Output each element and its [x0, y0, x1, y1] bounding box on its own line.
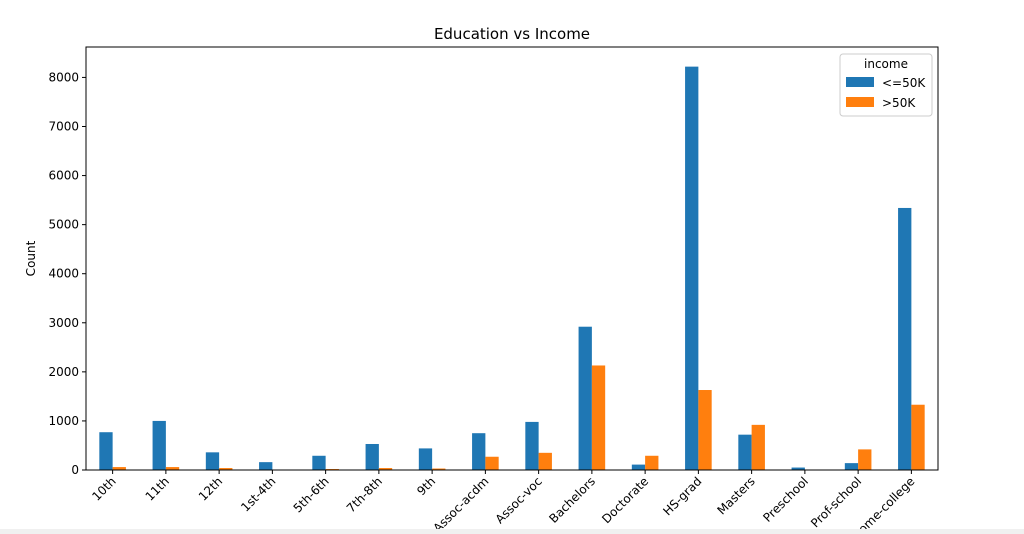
- bar-le50k-13: [791, 467, 805, 470]
- bar-gt50k-8: [538, 452, 552, 470]
- bar-le50k-12: [738, 434, 752, 470]
- y-tick-label-7: 7000: [48, 119, 79, 133]
- x-tick-label-8: Assoc-voc: [493, 474, 545, 526]
- bar-le50k-5: [365, 443, 379, 470]
- y-tick-label-5: 5000: [48, 218, 79, 232]
- bar-gt50k-7: [485, 456, 499, 470]
- bar-gt50k-6: [432, 468, 446, 470]
- bar-gt50k-1: [165, 467, 180, 470]
- bar-le50k-14: [844, 463, 859, 470]
- y-tick-label-3: 3000: [48, 316, 79, 330]
- x-tick-label-9: Bachelors: [546, 474, 598, 526]
- chart-title: Education vs Income: [434, 25, 590, 43]
- x-tick-label-5: 7th-8th: [344, 474, 385, 515]
- bar-le50k-6: [418, 448, 433, 470]
- bar-le50k-0: [99, 432, 113, 470]
- x-tick-label-0: 10th: [89, 474, 118, 503]
- x-tick-label-11: HS-grad: [660, 474, 704, 518]
- bar-le50k-3: [259, 462, 273, 470]
- x-tick-label-1: 11th: [143, 474, 172, 503]
- bar-gt50k-12: [751, 424, 765, 470]
- y-tick-label-6: 6000: [48, 169, 79, 183]
- legend-swatch-series-1: [846, 97, 874, 107]
- bar-le50k-2: [205, 452, 220, 470]
- x-tick-label-6: 9th: [414, 474, 438, 498]
- bar-le50k-9: [578, 326, 592, 470]
- bar-le50k-11: [685, 66, 699, 470]
- bar-gt50k-10: [645, 455, 659, 470]
- y-tick-label-1: 1000: [48, 414, 79, 428]
- y-tick-label-4: 4000: [48, 267, 79, 281]
- bottom-strip: [0, 529, 1024, 534]
- plot-area: 0 1000 2000 3000 4000 5000 6000 7000 8000 10th 11t…: [48, 46, 939, 534]
- bar-le50k-15: [898, 207, 912, 470]
- bar-le50k-8: [525, 421, 539, 470]
- bar-gt50k-9: [591, 365, 606, 470]
- x-tick-label-4: 5th-6th: [291, 474, 332, 515]
- x-tick-label-13: Preschool: [760, 474, 811, 525]
- x-tick-label-14: Prof-school: [808, 474, 864, 530]
- x-tick-label-7: Assoc-acdm: [431, 474, 492, 534]
- bar-gt50k-2: [219, 468, 233, 470]
- bar-le50k-1: [152, 420, 166, 470]
- bar-le50k-4: [312, 455, 326, 470]
- x-tick-label-10: Doctorate: [599, 474, 651, 526]
- x-tick-label-12: Masters: [714, 474, 757, 517]
- legend-swatch-series-0: [846, 77, 874, 87]
- x-tick-label-3: 1st-4th: [238, 474, 278, 514]
- plot-frame: [85, 46, 939, 471]
- x-tick-label-2: 12th: [196, 474, 225, 503]
- y-tick-label-2: 2000: [48, 365, 79, 379]
- bar-gt50k-15: [911, 404, 925, 470]
- y-tick-label-8: 8000: [48, 70, 79, 84]
- legend-label-series-1: >50K: [882, 96, 916, 110]
- y-axis-label: Count: [24, 240, 38, 276]
- bar-gt50k-14: [858, 449, 872, 470]
- legend-label-series-0: <=50K: [882, 76, 926, 90]
- bar-gt50k-5: [378, 468, 393, 470]
- legend: income <=50K >50K: [839, 53, 933, 117]
- legend-title: income: [864, 57, 908, 71]
- bar-gt50k-11: [698, 390, 712, 470]
- y-tick-label-0: 0: [71, 463, 79, 477]
- bar-le50k-10: [631, 464, 646, 470]
- bar-gt50k-0: [112, 467, 126, 470]
- bar-le50k-7: [472, 433, 486, 470]
